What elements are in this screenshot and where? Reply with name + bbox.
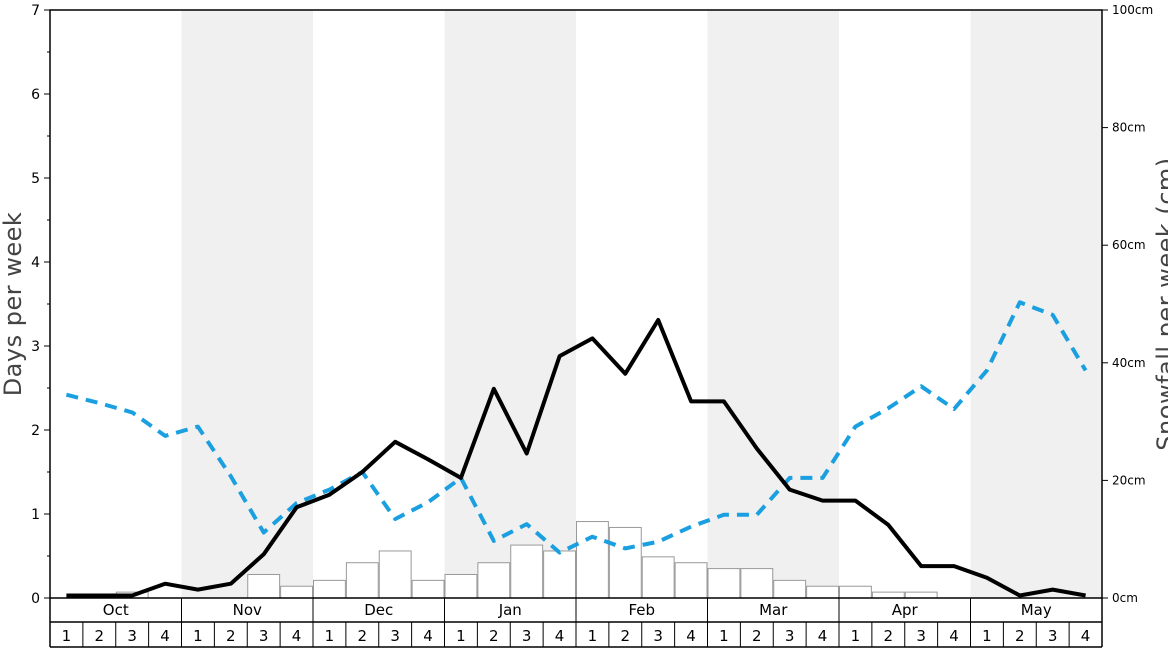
week-label: 1 (325, 627, 335, 645)
snowfall-bar (411, 579, 445, 599)
snowfall-bars (115, 521, 938, 599)
week-label: 3 (259, 627, 269, 645)
week-label: 1 (456, 627, 466, 645)
week-label: 1 (719, 627, 729, 645)
week-label: 2 (1015, 627, 1025, 645)
left-tick-label: 1 (31, 507, 40, 523)
left-tick-label: 2 (31, 423, 40, 439)
month-label: Nov (233, 601, 262, 619)
week-label: 2 (358, 627, 368, 645)
week-label: 4 (555, 627, 565, 645)
snowfall-bar (740, 568, 774, 599)
left-tick-label: 5 (31, 171, 40, 187)
snowfall-bar (247, 573, 281, 599)
right-tick-label: 60cm (1112, 238, 1146, 252)
snowfall-bar (641, 556, 675, 599)
right-tick-label: 40cm (1112, 356, 1146, 370)
month-label: Mar (759, 601, 788, 619)
month-label: Jan (498, 601, 522, 619)
week-label: 3 (653, 627, 663, 645)
month-label: Oct (103, 601, 129, 619)
week-label: 3 (127, 627, 137, 645)
snowfall-bar (477, 562, 511, 599)
right-tick-label: 20cm (1112, 473, 1146, 487)
left-tick-label: 3 (31, 339, 40, 355)
left-tick-label: 6 (31, 87, 40, 103)
snowfall-bar (773, 579, 807, 599)
month-shade-jan (444, 10, 576, 598)
snowfall-bar (871, 591, 905, 599)
week-label: 4 (686, 627, 696, 645)
month-label: Feb (628, 601, 655, 619)
week-label: 3 (522, 627, 532, 645)
right-axis-title: Snowfall per week (cm) (1152, 157, 1168, 451)
snowfall-bar (806, 585, 839, 599)
snowfall-bar (378, 550, 412, 599)
week-label: 1 (588, 627, 598, 645)
snowfall-bar (510, 544, 544, 599)
solid-series-line (66, 318, 1086, 598)
week-label: 4 (423, 627, 433, 645)
week-label: 2 (226, 627, 236, 645)
right-tick-label: 100cm (1112, 3, 1153, 17)
day-lines (65, 300, 1088, 598)
snowfall-bar (444, 573, 478, 599)
month-label: Apr (892, 601, 919, 619)
week-label: 4 (818, 627, 828, 645)
snowfall-bar (280, 585, 313, 599)
week-label: 4 (160, 627, 170, 645)
dashed-series-line (65, 300, 1088, 555)
week-label: 3 (785, 627, 795, 645)
week-label: 2 (95, 627, 105, 645)
week-label: 2 (489, 627, 499, 645)
week-label: 3 (1048, 627, 1058, 645)
week-label: 2 (752, 627, 762, 645)
week-label: 1 (62, 627, 72, 645)
month-label: May (1021, 601, 1052, 619)
week-label: 3 (390, 627, 400, 645)
left-tick-label: 4 (31, 255, 40, 271)
right-tick-label: 0cm (1112, 591, 1138, 605)
left-axis-title: Days per week (0, 211, 27, 397)
week-label: 2 (621, 627, 631, 645)
left-axis: 0 1 2 3 4 5 6 7 (31, 3, 50, 607)
snowfall-bar (543, 550, 576, 599)
snowfall-bar (904, 591, 938, 599)
week-label: 1 (193, 627, 203, 645)
month-label: Dec (364, 601, 393, 619)
month-shading (181, 10, 1102, 598)
right-tick-label: 80cm (1112, 121, 1146, 135)
month-shade-nov (181, 10, 313, 598)
snowfall-bar (608, 526, 642, 599)
week-label: 4 (949, 627, 959, 645)
right-axis: 0cm 20cm 40cm 60cm 80cm 100cm (1102, 3, 1153, 605)
week-label: 4 (292, 627, 302, 645)
month-shade-mar (707, 10, 839, 598)
week-label: 1 (982, 627, 992, 645)
left-tick-label: 7 (31, 3, 40, 19)
snowfall-bar (345, 562, 379, 599)
month-shade-may (970, 10, 1102, 598)
snowfall-bar (839, 585, 872, 599)
left-tick-label: 0 (31, 591, 40, 607)
snowfall-bar (313, 579, 346, 599)
snowfall-bar (576, 521, 609, 599)
week-label: 2 (884, 627, 894, 645)
snowfall-bar (707, 568, 741, 599)
week-label: 4 (1081, 627, 1091, 645)
week-label: 1 (851, 627, 861, 645)
month-week-axis: Oct 1 2 3 4 Nov 1 2 3 4 Dec 1 2 3 4 Jan 1 2 3 4 Feb 1 2 3 4 Mar 1 2… (49, 598, 1103, 648)
snowfall-bar (674, 562, 708, 599)
week-label: 3 (916, 627, 926, 645)
